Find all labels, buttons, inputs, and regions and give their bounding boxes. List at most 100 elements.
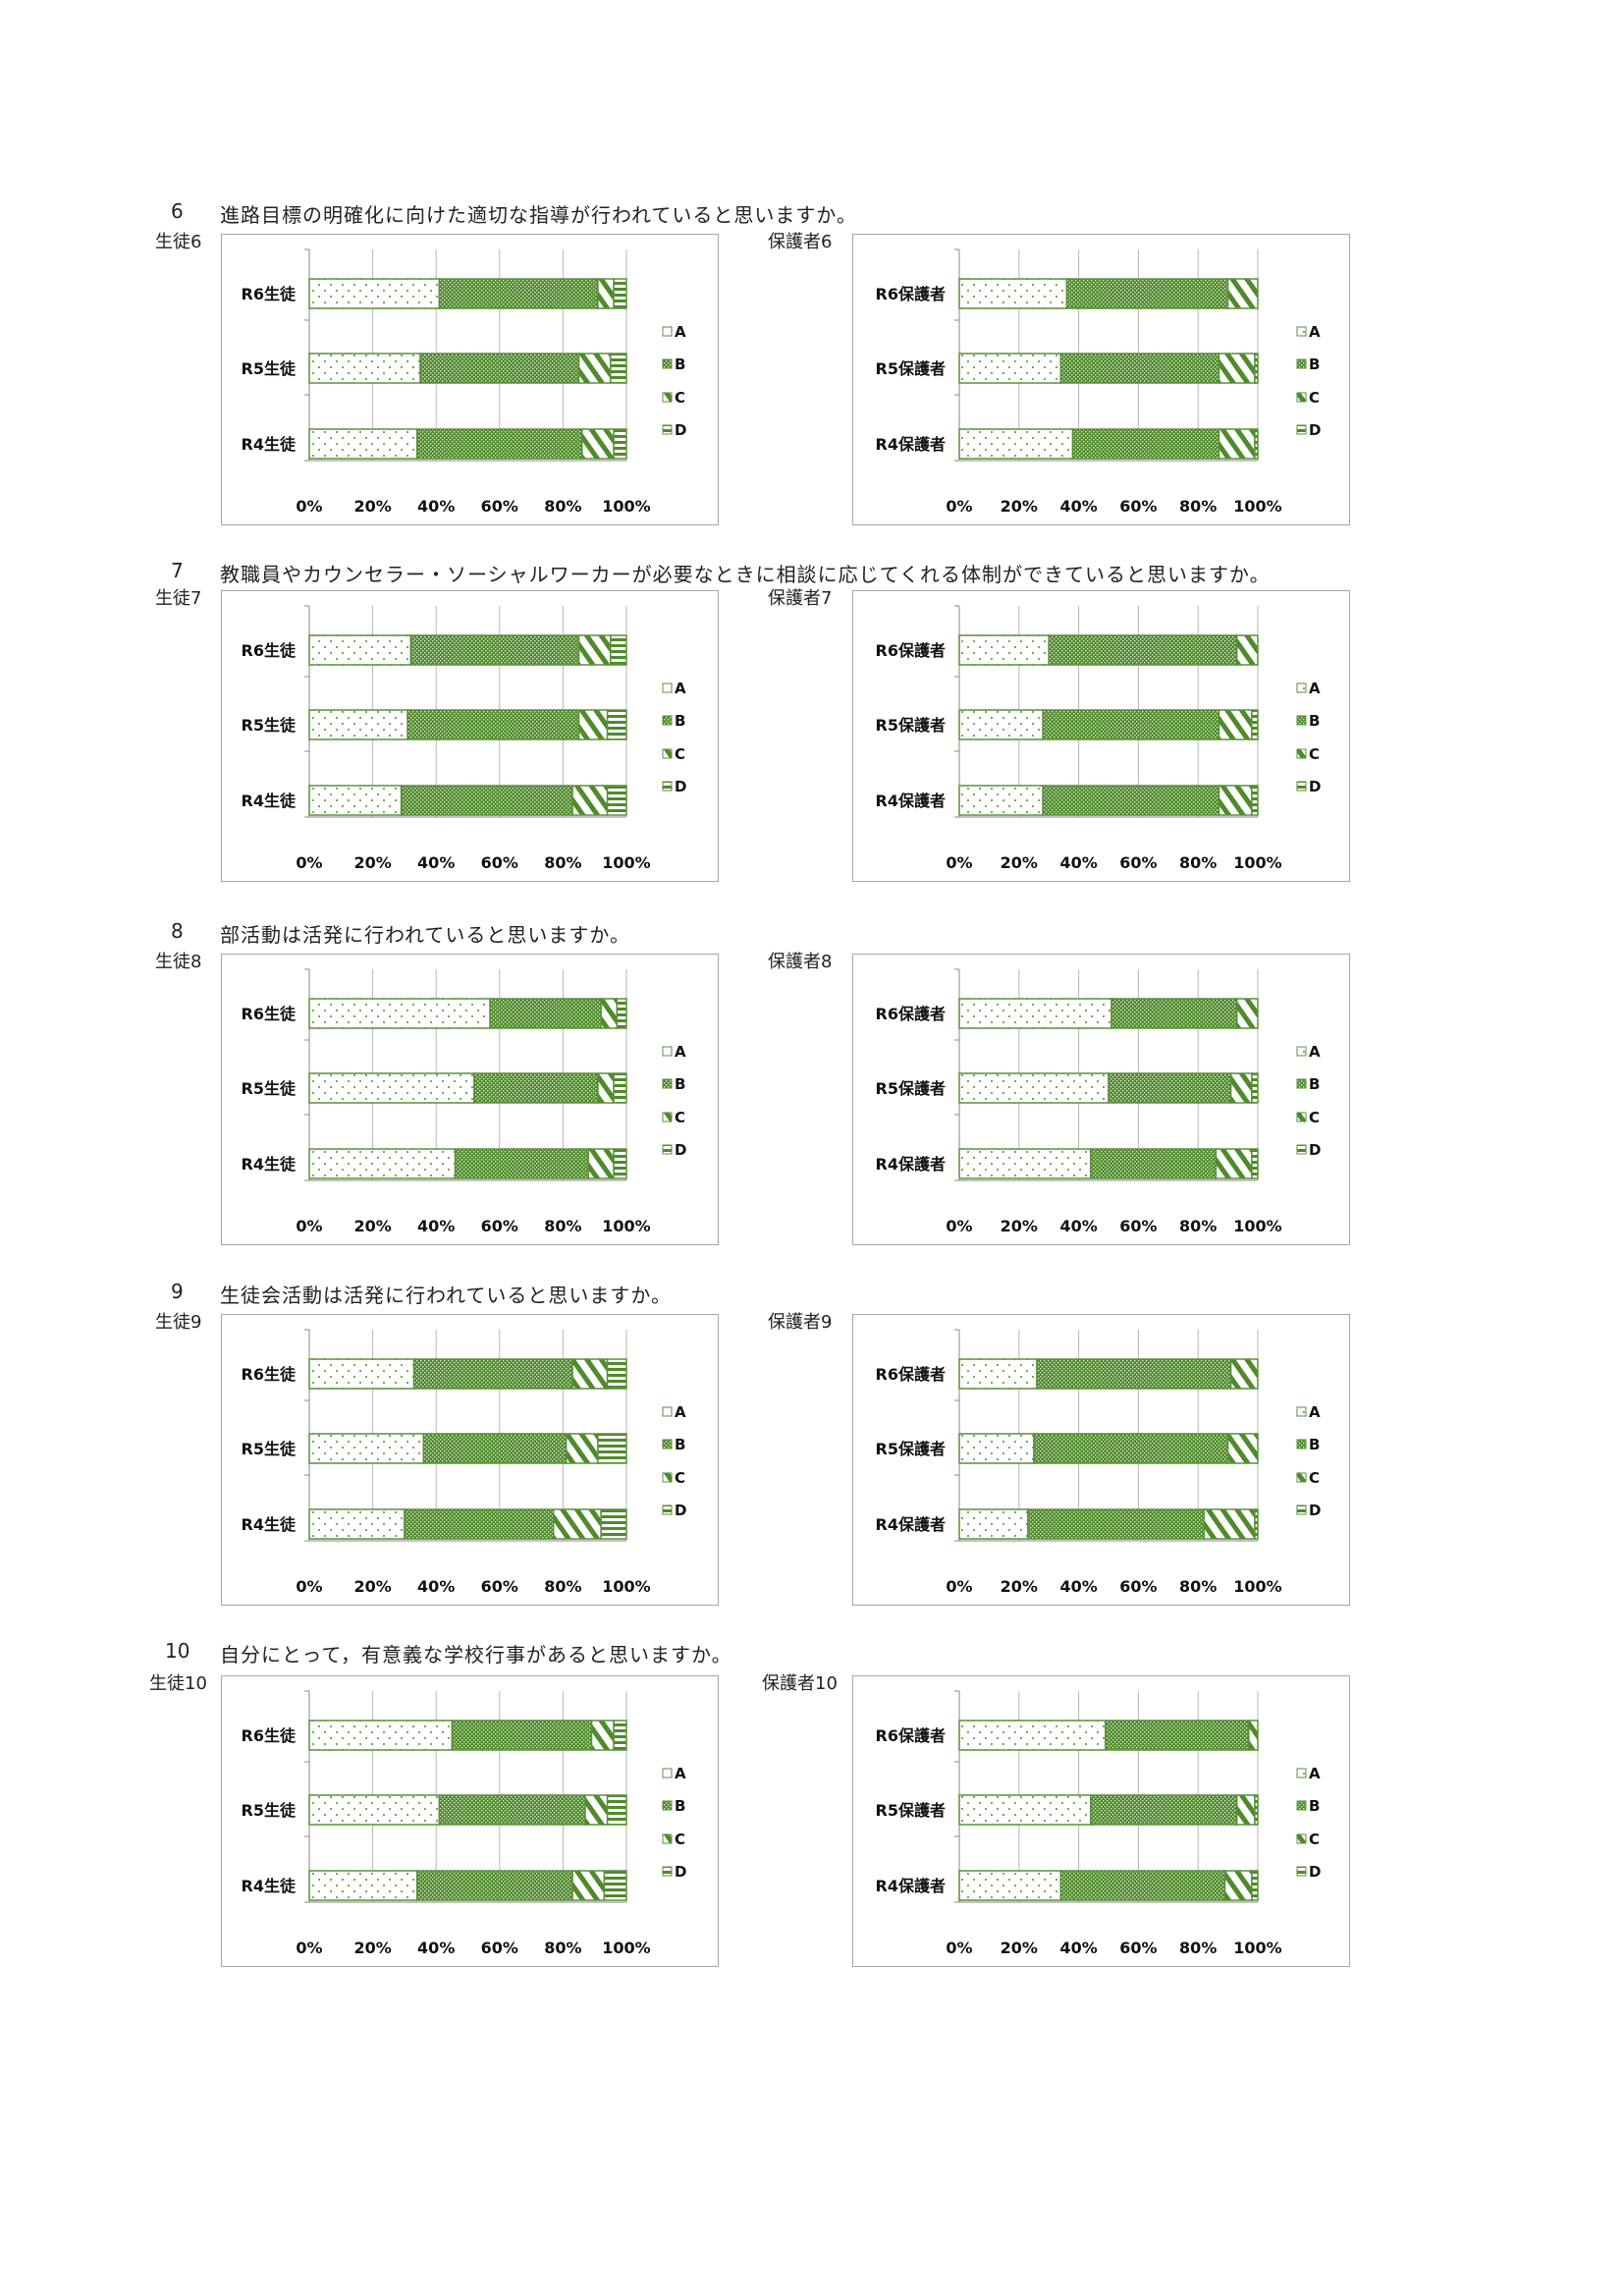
x-tick-label: 20% (353, 1577, 391, 1596)
bar-segment-c (1215, 1148, 1253, 1179)
category-label: R4保護者 (876, 792, 946, 810)
bar-segment-a (958, 353, 1062, 384)
bar-segment-d (606, 785, 627, 816)
legend-swatch (662, 326, 673, 337)
bar-segment-d (610, 634, 627, 666)
legend-label: A (675, 680, 686, 697)
x-tick-label: 0% (296, 1577, 322, 1596)
legend-label: C (1309, 389, 1320, 407)
bar-segment-a (958, 709, 1044, 740)
bar-segment-d (597, 1433, 627, 1464)
bar-segment-a (308, 1794, 441, 1826)
bar-segment-b (1048, 634, 1238, 666)
bar-segment-d (613, 1720, 627, 1751)
x-tick-label: 100% (602, 1577, 650, 1596)
legend-label: A (675, 323, 686, 341)
x-tick-label: 80% (544, 1939, 581, 1957)
x-tick-label: 60% (481, 853, 518, 872)
legend-label: B (1309, 1075, 1320, 1093)
bar-segment-d (613, 428, 627, 460)
bar-segment-a (308, 709, 408, 740)
x-tick-label: 40% (417, 497, 455, 516)
legend-swatch (662, 748, 673, 759)
category-label: R6保護者 (876, 285, 946, 303)
legend-swatch (1296, 748, 1307, 759)
legend-swatch (1296, 1078, 1307, 1089)
legend-swatch (1296, 1144, 1307, 1155)
x-tick-label: 20% (353, 497, 391, 516)
bar-segment-b (489, 998, 602, 1029)
x-tick-label: 20% (353, 1939, 391, 1957)
bar-segment-b (1110, 998, 1238, 1029)
legend-label: B (675, 1797, 685, 1815)
x-tick-label: 40% (417, 1939, 455, 1957)
legend-label: D (1309, 1502, 1321, 1519)
category-label: R5生徒 (242, 716, 297, 735)
x-tick-label: 80% (1179, 1577, 1217, 1596)
parent-chart-label: 保護者9 (768, 1312, 833, 1333)
legend-label: C (1309, 1109, 1320, 1126)
parent-chart: 0% 20% 40% 60% 80% 100% R6保護者 R5保護者 R4保護者 A B C D (852, 590, 1350, 882)
bar-segment-a (958, 278, 1068, 309)
legend-swatch (662, 424, 673, 435)
legend-swatch (662, 1144, 673, 1155)
question-text: 教職員やカウンセラー・ソーシャルワーカーが必要なときに相談に応じてくれる体制がで… (220, 563, 1271, 586)
category-label: R6生徒 (242, 285, 297, 303)
bar-segment-b (1027, 1508, 1206, 1540)
x-tick-label: 100% (1233, 1939, 1281, 1957)
question-number: 6 (171, 199, 184, 223)
x-tick-label: 60% (1119, 497, 1157, 516)
category-label: R5保護者 (876, 359, 946, 378)
parent-chart-label: 保護者10 (762, 1673, 838, 1694)
category-label: R4生徒 (242, 792, 297, 810)
category-label: R6生徒 (242, 1726, 297, 1745)
parent-chart: 0% 20% 40% 60% 80% 100% R6保護者 R5保護者 R4保護者 A B C D (852, 1314, 1350, 1606)
category-label: R5生徒 (242, 359, 297, 378)
bar-segment-d (1254, 1794, 1259, 1826)
category-label: R6生徒 (242, 1365, 297, 1384)
legend-swatch (1296, 358, 1307, 369)
bar-segment-b (1108, 1072, 1232, 1104)
bar-segment-c (1226, 1433, 1259, 1464)
bar-segment-d (613, 1148, 627, 1179)
bar-segment-a (308, 785, 403, 816)
category-label: R6保護者 (876, 641, 946, 660)
category-label: R6保護者 (876, 1726, 946, 1745)
parent-chart: 0% 20% 40% 60% 80% 100% R6保護者 R5保護者 R4保護者 A B C D (852, 1675, 1350, 1967)
legend-label: B (675, 712, 685, 730)
legend-swatch (662, 1078, 673, 1089)
x-tick-label: 60% (481, 497, 518, 516)
legend-label: D (1309, 778, 1321, 795)
student-chart-label: 生徒10 (149, 1673, 207, 1694)
x-tick-label: 100% (1233, 1577, 1281, 1596)
student-chart-label: 生徒8 (155, 952, 202, 972)
bar-segment-b (451, 1720, 593, 1751)
bar-segment-c (577, 353, 612, 384)
x-tick-label: 0% (296, 497, 322, 516)
bar-segment-c (577, 709, 609, 740)
student-chart: 0% 20% 40% 60% 80% 100% R6生徒 R5生徒 R4生徒 A B C D (221, 234, 719, 525)
bar-segment-d (1251, 785, 1259, 816)
bar-segment-c (1218, 428, 1256, 460)
parent-chart: 0% 20% 40% 60% 80% 100% R6保護者 R5保護者 R4保護者 A B C D (852, 234, 1350, 525)
bar-segment-b (416, 428, 583, 460)
bar-segment-a (958, 1794, 1092, 1826)
x-tick-label: 100% (602, 1217, 650, 1235)
legend-label: A (1309, 1403, 1321, 1421)
bar-segment-c (1235, 998, 1259, 1029)
x-tick-label: 100% (1233, 1217, 1281, 1235)
bar-segment-c (581, 428, 615, 460)
legend-swatch (662, 1504, 673, 1515)
legend-swatch (1296, 1046, 1307, 1057)
x-tick-label: 0% (946, 853, 972, 872)
x-tick-label: 40% (1059, 1577, 1097, 1596)
bar-segment-d (1251, 709, 1259, 740)
category-label: R5生徒 (242, 1801, 297, 1820)
bar-segment-d (613, 278, 627, 309)
x-tick-label: 80% (544, 1217, 581, 1235)
legend-swatch (662, 1406, 673, 1417)
category-label: R5保護者 (876, 1801, 946, 1820)
